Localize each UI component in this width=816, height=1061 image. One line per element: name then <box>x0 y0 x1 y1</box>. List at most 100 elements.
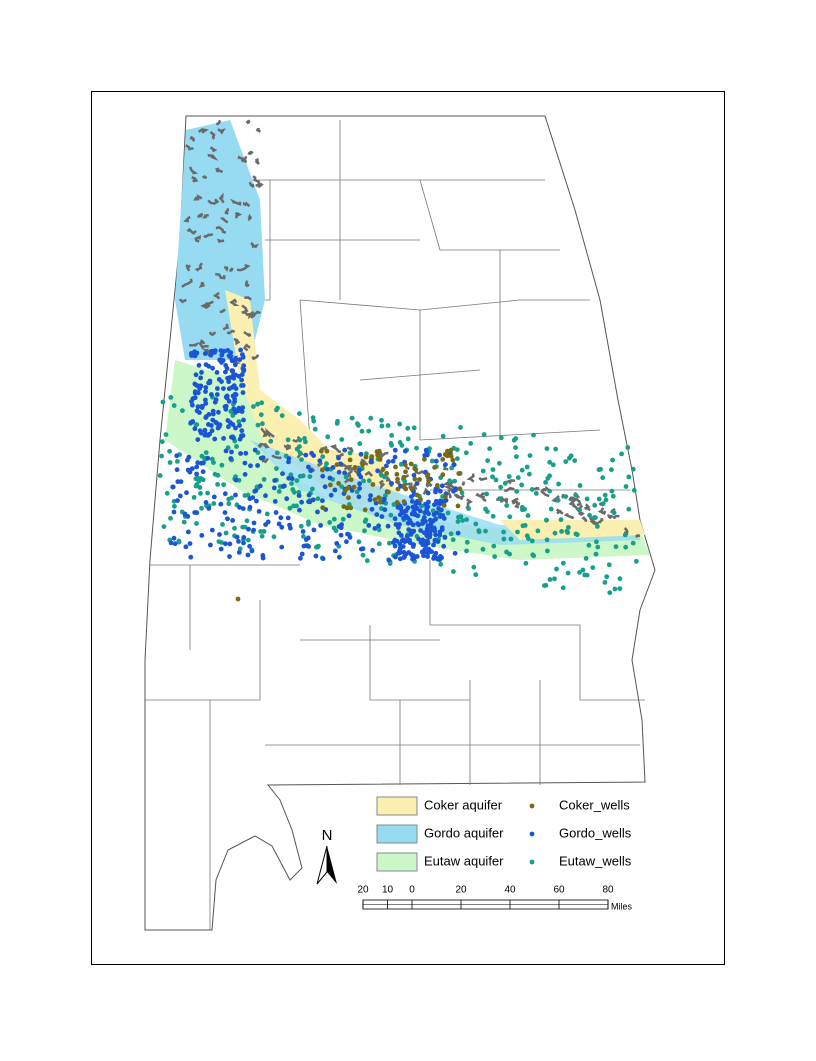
outcrop-line <box>202 213 209 219</box>
scale-label: 0 <box>409 885 415 896</box>
well-point <box>225 418 231 423</box>
well-point <box>610 493 616 499</box>
well-point <box>547 488 552 494</box>
well-point <box>332 487 338 493</box>
outcrop-line <box>215 167 224 174</box>
well-point <box>192 426 198 432</box>
well-point <box>463 450 469 456</box>
well-point <box>414 481 420 486</box>
well-point <box>417 477 422 482</box>
well-point <box>194 464 200 470</box>
well-point <box>450 537 456 543</box>
well-point <box>175 459 180 464</box>
well-point <box>473 572 479 578</box>
well-point <box>354 489 360 495</box>
outcrop-line <box>229 298 240 306</box>
well-point <box>206 412 212 417</box>
well-point <box>547 577 553 582</box>
well-point <box>590 565 596 570</box>
well-point <box>356 494 362 500</box>
well-point <box>345 531 350 537</box>
well-point <box>211 494 217 500</box>
well-point <box>360 552 366 558</box>
well-point <box>401 483 407 489</box>
well-point <box>392 447 398 453</box>
well-point <box>254 498 259 504</box>
well-point <box>437 556 443 562</box>
well-point <box>216 539 222 544</box>
well-point <box>344 505 350 511</box>
well-point <box>185 457 190 463</box>
well-point <box>583 556 589 561</box>
well-point <box>520 523 526 529</box>
well-point <box>432 538 438 544</box>
well-point <box>178 479 184 484</box>
well-point <box>369 454 375 459</box>
outcrop-line <box>612 514 620 519</box>
legend-dot <box>529 859 535 865</box>
well-point <box>286 456 292 461</box>
well-point <box>236 539 241 544</box>
well-point <box>255 422 261 428</box>
well-point <box>318 523 323 528</box>
outcrop-line <box>222 323 230 331</box>
well-point <box>596 496 602 502</box>
well-point <box>492 554 498 559</box>
well-point <box>297 450 303 456</box>
well-point <box>195 404 201 410</box>
well-point <box>586 542 592 548</box>
well-point <box>318 448 324 454</box>
well-point <box>209 392 214 397</box>
well-point <box>560 585 566 591</box>
well-point <box>219 352 225 358</box>
well-point <box>232 391 238 397</box>
well-point <box>397 546 403 552</box>
well-point <box>498 435 504 441</box>
well-point <box>172 503 177 509</box>
well-point <box>458 514 464 519</box>
outcrop-line <box>568 498 577 508</box>
well-point <box>279 413 285 418</box>
well-point <box>394 500 400 505</box>
outcrop-line <box>183 215 191 223</box>
outcrop-line <box>199 339 206 346</box>
legend-swatch <box>376 852 418 872</box>
well-point <box>443 494 448 499</box>
well-point <box>515 475 521 480</box>
well-point <box>301 543 307 549</box>
well-point <box>368 415 374 421</box>
outcrop-line <box>513 500 521 506</box>
well-point <box>497 460 502 466</box>
well-point <box>347 450 353 456</box>
well-point <box>241 368 247 374</box>
well-point <box>180 408 185 413</box>
well-point <box>600 475 606 481</box>
well-point <box>236 419 242 424</box>
well-point <box>291 503 296 509</box>
well-point <box>220 522 225 527</box>
well-point <box>374 512 380 517</box>
well-point <box>455 530 461 536</box>
outcrop-line <box>186 227 197 235</box>
eutaw-area <box>165 360 650 560</box>
well-point <box>610 457 615 463</box>
well-point <box>226 386 232 392</box>
outcrop-line <box>193 194 203 201</box>
well-points <box>157 347 639 602</box>
well-point <box>216 409 221 415</box>
well-point <box>595 544 601 550</box>
outcrop-line <box>425 480 433 488</box>
well-point <box>360 546 366 552</box>
well-point <box>302 436 307 441</box>
outcrop-line <box>597 507 607 516</box>
well-point <box>261 529 267 534</box>
well-point <box>263 522 268 527</box>
well-point <box>192 395 198 401</box>
well-point <box>249 548 255 554</box>
well-point <box>315 509 320 515</box>
well-point <box>402 462 408 468</box>
well-point <box>513 445 518 450</box>
well-point <box>389 443 394 448</box>
well-point <box>197 428 203 434</box>
well-point <box>439 525 445 530</box>
